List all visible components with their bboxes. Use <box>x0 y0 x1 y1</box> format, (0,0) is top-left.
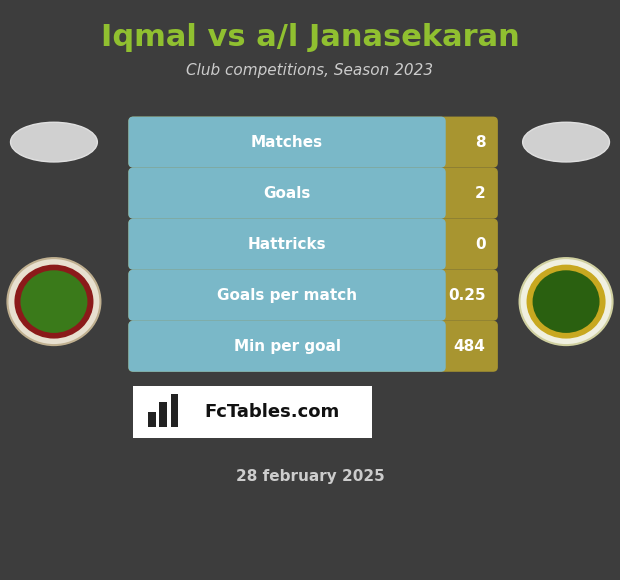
FancyBboxPatch shape <box>128 270 446 321</box>
Text: 484: 484 <box>454 339 485 354</box>
FancyBboxPatch shape <box>128 219 498 270</box>
Text: 2: 2 <box>475 186 485 201</box>
Circle shape <box>520 258 613 345</box>
Text: Iqmal vs a/l Janasekaran: Iqmal vs a/l Janasekaran <box>100 23 520 52</box>
Text: Club competitions, Season 2023: Club competitions, Season 2023 <box>187 63 433 78</box>
Circle shape <box>526 264 606 339</box>
Text: Hattricks: Hattricks <box>248 237 326 252</box>
Text: Goals per match: Goals per match <box>217 288 357 303</box>
FancyBboxPatch shape <box>148 412 156 427</box>
Text: Goals: Goals <box>264 186 311 201</box>
Text: FcTables.com: FcTables.com <box>204 403 339 421</box>
FancyBboxPatch shape <box>128 117 498 168</box>
FancyBboxPatch shape <box>128 168 498 219</box>
Text: Min per goal: Min per goal <box>234 339 340 354</box>
FancyBboxPatch shape <box>128 270 498 321</box>
Circle shape <box>20 270 87 333</box>
FancyBboxPatch shape <box>170 393 178 427</box>
FancyBboxPatch shape <box>159 402 167 427</box>
Text: 0.25: 0.25 <box>448 288 485 303</box>
FancyBboxPatch shape <box>128 321 498 372</box>
Text: 28 february 2025: 28 february 2025 <box>236 469 384 484</box>
FancyBboxPatch shape <box>128 117 446 168</box>
FancyBboxPatch shape <box>128 321 446 372</box>
Circle shape <box>14 264 94 339</box>
FancyBboxPatch shape <box>128 219 446 270</box>
Text: Matches: Matches <box>251 135 323 150</box>
Circle shape <box>533 270 600 333</box>
Ellipse shape <box>523 122 609 162</box>
Ellipse shape <box>11 122 97 162</box>
FancyBboxPatch shape <box>133 386 372 438</box>
FancyBboxPatch shape <box>128 168 446 219</box>
Text: 8: 8 <box>475 135 485 150</box>
Circle shape <box>7 258 100 345</box>
Text: 0: 0 <box>475 237 485 252</box>
